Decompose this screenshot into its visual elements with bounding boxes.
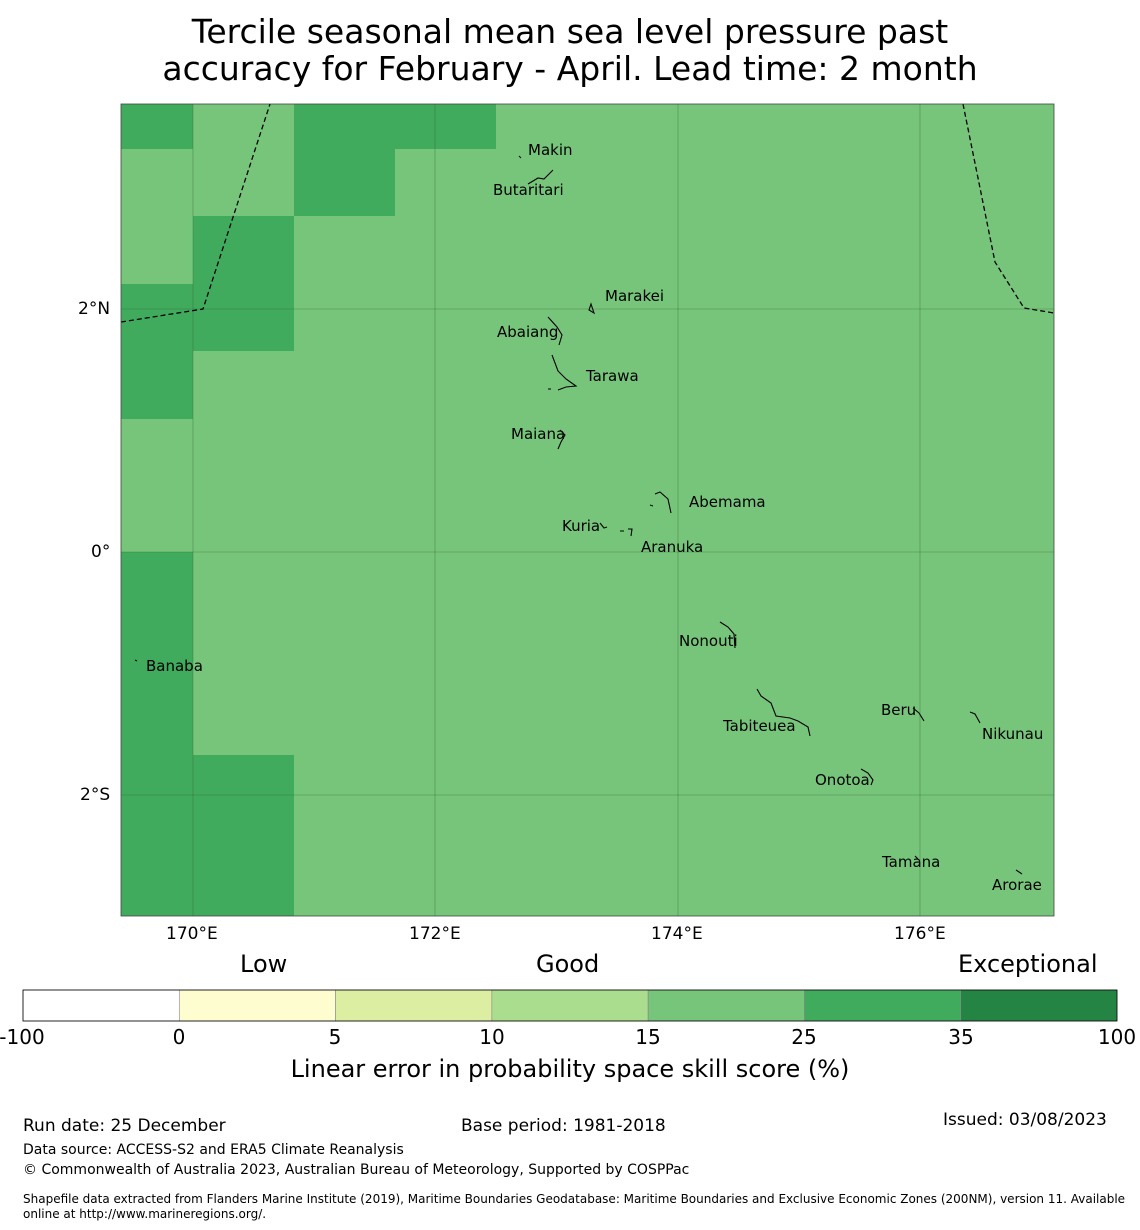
- island-outline-abaiang: [547, 316, 563, 346]
- lat-label-2n: 2°N: [78, 299, 111, 319]
- colorbar-tick: 10: [479, 1025, 505, 1049]
- colorbar-category-exceptional: Exceptional: [958, 950, 1098, 978]
- island-label-butaritari: Butaritari: [493, 181, 564, 199]
- island-label-nonouti: Nonouti: [679, 632, 738, 650]
- island-label-makin: Makin: [528, 141, 573, 159]
- island-outline-marakei: [588, 302, 595, 315]
- island-outline-abemama: [649, 491, 672, 514]
- lon-label-170e: 170°E: [166, 924, 218, 944]
- island-label-aranuka: Aranuka: [641, 538, 703, 556]
- skill-cell: [121, 552, 193, 916]
- skill-cell: [193, 216, 294, 351]
- island-label-tamana: Tamana: [881, 853, 940, 871]
- island-label-onotoa: Onotoa: [815, 771, 870, 789]
- lat-label-0: 0°: [91, 542, 111, 562]
- lon-label-172e: 172°E: [409, 924, 461, 944]
- island-label-abemama: Abemama: [689, 493, 766, 511]
- island-outline-beru: [912, 707, 925, 722]
- skill-cell: [294, 104, 496, 149]
- island-label-arorae: Arorae: [992, 876, 1042, 894]
- island-label-banaba: Banaba: [146, 657, 203, 675]
- colorbar-segment: [804, 989, 962, 1022]
- island-outline-banaba: [134, 659, 138, 662]
- island-outline-aranuka: [620, 528, 633, 537]
- eez-boundary-west: [120, 103, 271, 323]
- island-outline-tamana: [914, 855, 919, 860]
- island-label-abaiang: Abaiang: [497, 323, 558, 341]
- colorbar-title: Linear error in probability space skill …: [290, 1055, 850, 1083]
- colorbar-tick: 5: [328, 1025, 342, 1049]
- island-outline-butaritari: [527, 169, 554, 185]
- run-date: Run date: 25 December: [23, 1116, 226, 1136]
- shapefile-credit-line2: online at http://www.marineregions.org/.: [23, 1207, 267, 1221]
- eez-boundary-east: [962, 103, 1055, 314]
- colorbar-segment: [335, 989, 493, 1022]
- chart-title-line1: Tercile seasonal mean sea level pressure…: [191, 12, 949, 51]
- island-outline-nikunau: [969, 711, 981, 724]
- lon-label-174e: 174°E: [651, 924, 703, 944]
- island-label-nikunau: Nikunau: [982, 725, 1043, 743]
- base-period: Base period: 1981-2018: [461, 1116, 666, 1136]
- colorbar-segment: [22, 989, 180, 1022]
- island-label-kuria: Kuria: [562, 517, 600, 535]
- island-outline-onotoa: [860, 768, 874, 786]
- island-label-marakei: Marakei: [605, 287, 664, 305]
- colorbar-tick: 0: [172, 1025, 186, 1049]
- island-label-tarawa: Tarawa: [585, 367, 639, 385]
- colorbar-segment: [647, 989, 805, 1022]
- island-label-tabiteuea: Tabiteuea: [722, 717, 796, 735]
- island-outline-kuria: [599, 522, 608, 529]
- skill-cell: [193, 755, 294, 916]
- issued-date: Issued: 03/08/2023: [943, 1110, 1107, 1130]
- colorbar-segment: [491, 989, 649, 1022]
- data-source: Data source: ACCESS-S2 and ERA5 Climate …: [23, 1142, 404, 1158]
- colorbar-tick: 15: [635, 1025, 661, 1049]
- island-outline-maiana: [557, 429, 566, 450]
- colorbar-tick: -100: [0, 1025, 45, 1049]
- colorbar-segment: [960, 989, 1118, 1022]
- island-outline-tarawa: [548, 354, 578, 391]
- colorbar-tick: 25: [791, 1025, 817, 1049]
- island-outline-tabiteuea: [756, 688, 811, 737]
- colorbar-frame: [22, 989, 1118, 1022]
- island-outline-makin: [518, 155, 522, 159]
- lon-label-176e: 176°E: [894, 924, 946, 944]
- colorbar-tick: 35: [948, 1025, 974, 1049]
- island-outline-nonouti: [719, 621, 736, 649]
- skill-cell: [121, 104, 193, 149]
- colorbar-tick: 100: [1097, 1025, 1137, 1049]
- map-frame: [120, 103, 1055, 917]
- colorbar-category-good: Good: [536, 950, 600, 978]
- skill-cell: [294, 149, 395, 216]
- skill-cell: [121, 284, 193, 419]
- island-label-beru: Beru: [881, 701, 916, 719]
- lat-label-2s: 2°S: [80, 785, 111, 805]
- copyright: © Commonwealth of Australia 2023, Austra…: [23, 1162, 690, 1178]
- colorbar-category-low: Low: [240, 950, 288, 978]
- shapefile-credit-line1: Shapefile data extracted from Flanders M…: [23, 1192, 1126, 1206]
- chart-title-line2: accuracy for February - April. Lead time…: [162, 49, 978, 88]
- colorbar-segment: [178, 989, 336, 1022]
- island-outline-arorae: [1015, 869, 1023, 875]
- island-label-maiana: Maiana: [511, 425, 565, 443]
- colorbar: [22, 989, 1118, 1022]
